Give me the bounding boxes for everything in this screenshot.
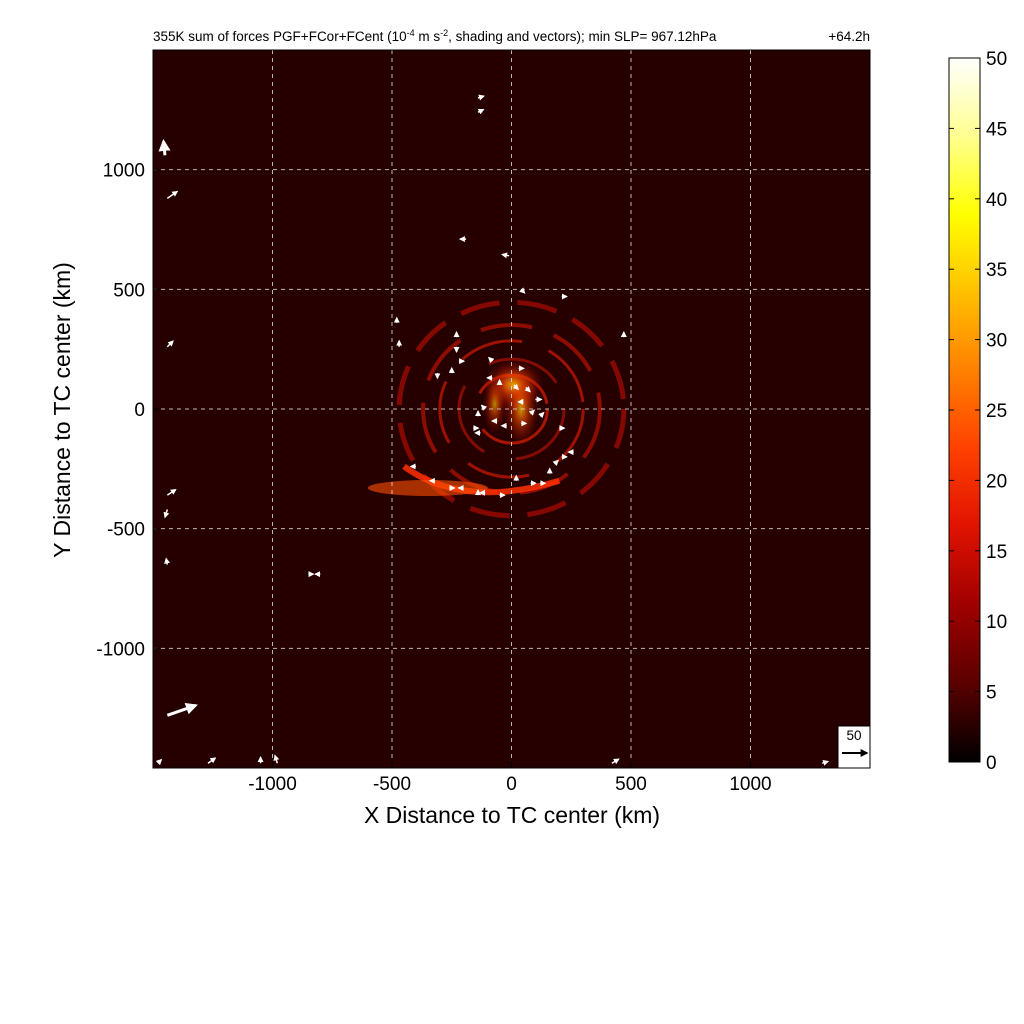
x-axis-label: X Distance to TC center (km) bbox=[364, 802, 660, 828]
force-vector bbox=[552, 459, 559, 467]
eyewall-west bbox=[482, 374, 507, 435]
reference-vector-box bbox=[837, 725, 871, 769]
force-vector bbox=[166, 190, 179, 200]
forecast-time-label: +64.2h bbox=[828, 29, 870, 44]
force-vector bbox=[163, 509, 170, 519]
colorbar-tick-label: 10 bbox=[986, 612, 1007, 633]
title-main: 355K sum of forces PGF+FCor+FCent (10 bbox=[153, 29, 407, 44]
force-vector bbox=[166, 702, 198, 717]
force-vector bbox=[166, 488, 177, 496]
title-tail: , shading and vectors); min SLP= 967.12h… bbox=[448, 29, 717, 44]
force-vector bbox=[524, 386, 531, 393]
force-vector bbox=[538, 411, 545, 419]
colorbar-tick-label: 40 bbox=[986, 190, 1007, 211]
force-vector bbox=[158, 138, 171, 156]
force-vector bbox=[519, 287, 526, 294]
force-vector bbox=[501, 252, 510, 259]
x-tick-label: 500 bbox=[615, 774, 647, 795]
y-tick-label: 0 bbox=[134, 400, 145, 421]
force-vector bbox=[611, 758, 620, 765]
colorbar-tick-label: 50 bbox=[986, 49, 1007, 70]
force-vector bbox=[477, 94, 485, 101]
x-tick-label: -500 bbox=[373, 774, 411, 795]
chart-title: 355K sum of forces PGF+FCor+FCent (10-4 … bbox=[153, 28, 717, 44]
force-vector bbox=[487, 356, 495, 364]
reference-vector-label: 50 bbox=[846, 728, 861, 743]
colorbar-ticks: 0 5 10 15 20 25 30 35 40 45 50 bbox=[949, 49, 1007, 774]
colorbar-tick-label: 15 bbox=[986, 542, 1007, 563]
x-tick-label: 0 bbox=[506, 774, 517, 795]
colorbar-tick-label: 5 bbox=[986, 683, 997, 704]
rainband-ring bbox=[396, 299, 627, 519]
force-vector bbox=[477, 108, 485, 115]
force-vector bbox=[528, 409, 536, 416]
title-units: m s bbox=[415, 29, 441, 44]
colorbar-tick-label: 20 bbox=[986, 471, 1007, 492]
force-vector bbox=[207, 757, 217, 764]
force-vector bbox=[166, 340, 174, 348]
y-tick-label: 1000 bbox=[103, 161, 145, 182]
colorbar-scale bbox=[948, 57, 981, 763]
y-tick-label: 500 bbox=[113, 280, 145, 301]
colorbar-tick-label: 35 bbox=[986, 260, 1007, 281]
colorbar-tick-label: 0 bbox=[986, 753, 997, 774]
rainband-hotspot bbox=[367, 479, 488, 496]
force-vector bbox=[155, 758, 163, 766]
force-vectors bbox=[155, 94, 830, 766]
y-axis-label: Y Distance to TC center (km) bbox=[49, 262, 75, 558]
y-tick-label: -1000 bbox=[96, 639, 145, 660]
colorbar-tick-label: 25 bbox=[986, 401, 1007, 422]
force-vector bbox=[480, 404, 488, 411]
axis-ticks: -1000 -500 0 500 1000 -1000 -500 0 500 1000 bbox=[96, 161, 771, 795]
title-exponent-1: -4 bbox=[407, 28, 415, 38]
x-tick-label: -1000 bbox=[248, 774, 297, 795]
heatmap-plot-area bbox=[153, 50, 870, 768]
colorbar: 0 5 10 15 20 25 30 35 40 45 50 bbox=[948, 49, 1007, 774]
force-vector bbox=[512, 383, 519, 391]
x-tick-label: 1000 bbox=[729, 774, 771, 795]
force-vector bbox=[821, 759, 830, 766]
colorbar-tick-label: 30 bbox=[986, 331, 1007, 352]
colorbar-tick-label: 45 bbox=[986, 119, 1007, 140]
force-vector bbox=[273, 754, 280, 764]
y-tick-label: -500 bbox=[107, 520, 145, 541]
force-vector bbox=[164, 557, 171, 565]
title-exponent-2: -2 bbox=[440, 28, 448, 38]
reference-vector-key: 50 bbox=[837, 725, 871, 769]
